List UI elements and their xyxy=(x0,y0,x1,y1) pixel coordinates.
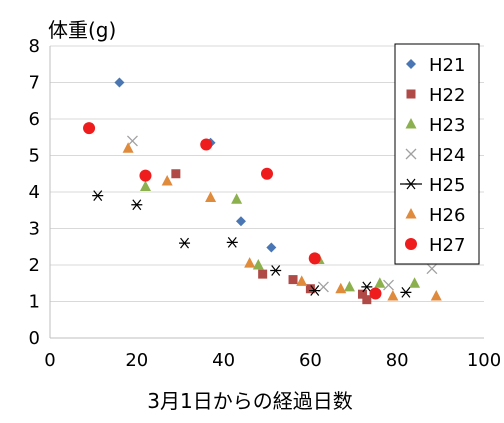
legend-label: H22 xyxy=(429,85,465,106)
data-point xyxy=(426,263,438,275)
data-point xyxy=(200,138,213,151)
data-point xyxy=(139,180,151,192)
data-points xyxy=(83,77,442,305)
y-tick-label: 1 xyxy=(29,292,40,313)
data-point xyxy=(226,236,238,248)
data-point xyxy=(369,287,382,300)
data-point xyxy=(270,265,282,276)
y-tick-label: 5 xyxy=(29,146,40,167)
y-tick-label: 3 xyxy=(29,219,40,240)
data-point xyxy=(244,257,256,268)
data-point xyxy=(409,277,421,288)
y-tick-label: 7 xyxy=(29,73,40,94)
data-point xyxy=(83,122,96,135)
series-H26 xyxy=(122,142,442,301)
legend-item: H21 xyxy=(406,55,465,76)
data-point xyxy=(288,275,298,285)
legend-label: H26 xyxy=(429,205,465,226)
legend-marker xyxy=(405,118,417,129)
data-point xyxy=(361,281,373,293)
x-tick-label: 80 xyxy=(386,350,409,371)
x-axis-title: 3月1日からの経過日数 xyxy=(147,389,352,413)
series-H24 xyxy=(127,135,438,293)
data-point xyxy=(171,169,181,179)
data-point xyxy=(92,190,104,202)
data-point xyxy=(400,287,412,298)
data-point xyxy=(357,289,367,299)
data-point xyxy=(261,167,273,180)
data-point xyxy=(205,191,217,202)
data-point xyxy=(266,242,277,253)
axes xyxy=(49,46,484,339)
y-tick-label: 6 xyxy=(29,109,40,130)
data-point xyxy=(309,285,321,296)
series-H25 xyxy=(92,190,412,298)
legend-marker xyxy=(405,178,417,190)
y-tick-label: 4 xyxy=(29,182,40,203)
data-point xyxy=(308,252,321,265)
x-tick-label: 40 xyxy=(212,350,235,371)
data-point xyxy=(374,277,386,288)
legend-item: H22 xyxy=(406,85,465,106)
legend-marker xyxy=(405,148,417,160)
data-point xyxy=(258,269,268,279)
legend-label: H25 xyxy=(429,175,465,196)
legend-item: H23 xyxy=(405,115,465,136)
data-point xyxy=(235,216,246,227)
legend-item: H26 xyxy=(405,205,465,226)
data-point xyxy=(335,282,347,294)
data-point xyxy=(139,169,152,182)
data-point xyxy=(296,275,308,286)
x-tick-label: 60 xyxy=(299,350,322,371)
data-point xyxy=(179,237,191,249)
legend-label: H24 xyxy=(429,145,465,166)
y-tick-label: 2 xyxy=(29,255,40,276)
legend-label: H23 xyxy=(429,115,465,136)
legend-marker xyxy=(405,238,417,250)
data-point xyxy=(131,199,143,211)
data-point xyxy=(161,175,173,186)
y-axis-title: 体重(g) xyxy=(48,18,116,42)
legend: H21 H22 H23 H24 H25 H26 H27 xyxy=(394,43,480,265)
legend-marker xyxy=(406,59,416,69)
legend-marker xyxy=(405,208,417,219)
y-tick-label: 0 xyxy=(29,328,40,349)
legend-label: H21 xyxy=(429,55,465,76)
legend-box xyxy=(394,43,480,265)
data-point xyxy=(114,77,125,88)
data-point xyxy=(231,193,243,204)
data-point xyxy=(430,290,442,301)
x-tick-label: 100 xyxy=(467,350,501,371)
series-H27 xyxy=(83,122,382,300)
legend-marker xyxy=(406,89,416,99)
data-point xyxy=(387,290,399,301)
data-point xyxy=(122,142,134,153)
data-point xyxy=(252,259,264,270)
x-tick-label: 20 xyxy=(125,350,148,371)
series-H22 xyxy=(171,169,372,305)
legend-label: H27 xyxy=(429,235,465,256)
series-H23 xyxy=(139,180,421,292)
legend-item: H27 xyxy=(405,235,465,256)
legend-item: H24 xyxy=(405,145,465,166)
legend-item: H25 xyxy=(400,175,465,196)
data-point xyxy=(343,280,355,292)
y-tick-label: 8 xyxy=(29,36,40,57)
data-point xyxy=(383,279,394,291)
x-tick-label: 0 xyxy=(44,350,55,371)
data-point xyxy=(362,295,372,305)
data-point xyxy=(305,284,315,294)
